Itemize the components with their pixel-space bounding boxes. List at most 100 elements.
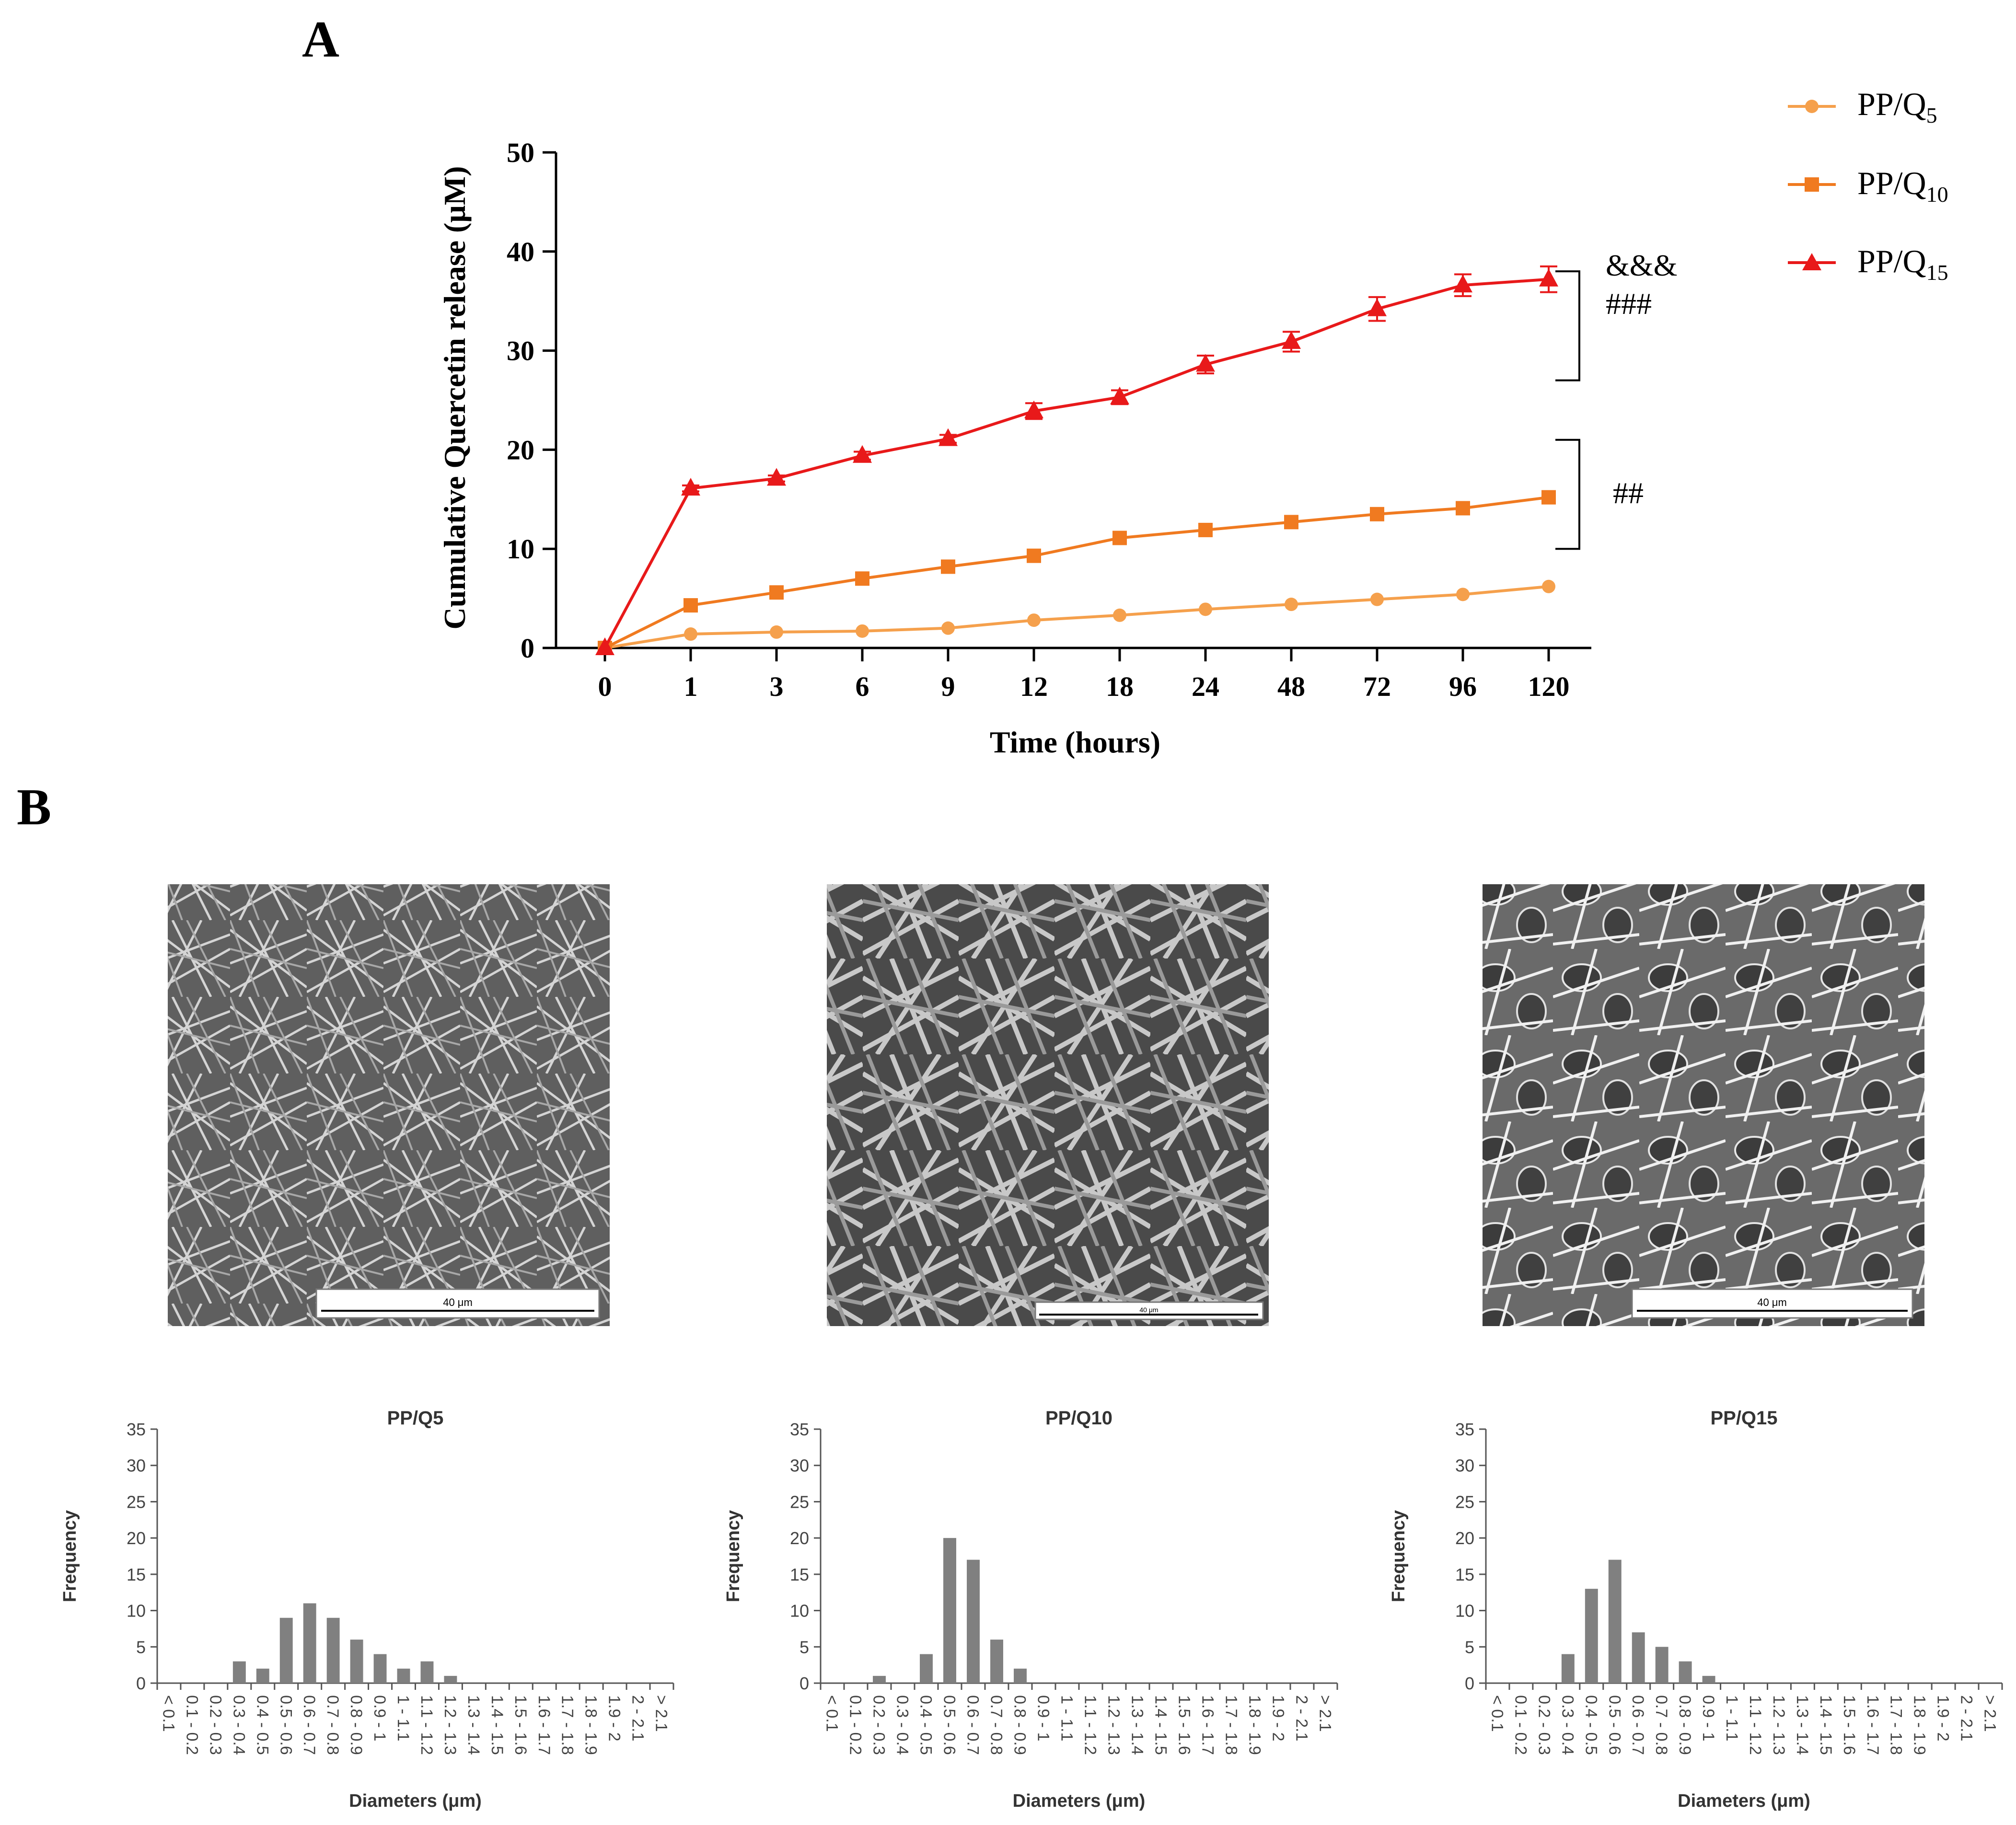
- x-tick-label: 48: [1277, 671, 1305, 702]
- x-tick-label: 1.4 - 1.5: [1817, 1695, 1835, 1755]
- data-point: [1456, 588, 1470, 601]
- x-tick-label: > 2.1: [1316, 1695, 1334, 1732]
- x-tick-label: 0.8 - 0.9: [347, 1695, 365, 1755]
- scale-bar-label: 40 μm: [1139, 1306, 1158, 1314]
- data-point: [1541, 490, 1556, 505]
- x-tick-label: > 2.1: [652, 1695, 671, 1732]
- legend: PP/Q5 PP/Q10 PP/Q15: [1788, 86, 1948, 285]
- svg-text:PP/Q15: PP/Q15: [1857, 243, 1948, 285]
- histogram-x-axis-label: Diameters (μm): [349, 1791, 482, 1811]
- legend-subscript: 5: [1926, 103, 1937, 127]
- y-tick-label: 30: [1455, 1456, 1474, 1476]
- histogram-bar: [920, 1654, 933, 1683]
- circle-marker-icon: [1805, 100, 1819, 113]
- scale-bar-box: [1631, 1288, 1913, 1319]
- histogram-bar: [1655, 1647, 1668, 1683]
- y-tick-label: 30: [790, 1456, 809, 1476]
- x-tick-label: 2 - 2.1: [1958, 1695, 1976, 1741]
- x-tick-label: 1.7 - 1.8: [558, 1695, 577, 1755]
- y-tick-label: 40: [507, 236, 534, 267]
- x-tick-label: > 2.1: [1981, 1695, 1999, 1732]
- scale-bar-box: [315, 1288, 600, 1319]
- scale-bar-label: 40 μm: [443, 1296, 473, 1308]
- data-point: [1282, 331, 1301, 349]
- legend-subscript: 15: [1926, 260, 1948, 285]
- data-point: [938, 428, 958, 446]
- scale-bar-box: [1034, 1301, 1264, 1320]
- histogram-bar: [873, 1675, 886, 1683]
- x-tick-label: 12: [1020, 671, 1048, 702]
- data-point: [1370, 507, 1384, 521]
- x-tick-label: 0.2 - 0.3: [1535, 1695, 1553, 1755]
- data-point: [1196, 354, 1215, 372]
- x-tick-label: 0.5 - 0.6: [940, 1695, 959, 1755]
- x-tick-label: 120: [1528, 671, 1570, 702]
- histogram-title: PP/Q10: [1045, 1408, 1112, 1429]
- data-point: [1284, 515, 1298, 530]
- y-tick-label: 35: [1455, 1420, 1474, 1439]
- x-tick-label: 1.8 - 1.9: [1911, 1695, 1929, 1755]
- x-tick-label: 1.4 - 1.5: [1152, 1695, 1170, 1755]
- data-point: [1027, 613, 1041, 627]
- y-tick-label: 0: [136, 1674, 146, 1693]
- histogram-bar: [1702, 1675, 1715, 1683]
- x-tick-label: 0.3 - 0.4: [1558, 1695, 1576, 1755]
- y-tick-label: 35: [790, 1420, 809, 1439]
- legend-label: PP/Q: [1857, 165, 1926, 201]
- y-tick-label: 5: [1465, 1637, 1474, 1657]
- data-point: [941, 621, 955, 635]
- svg-text:PP/Q10: PP/Q10: [1857, 165, 1948, 207]
- data-point: [684, 627, 697, 641]
- histogram-bar: [373, 1654, 387, 1683]
- legend-subscript: 10: [1926, 182, 1948, 207]
- x-tick-label: < 0.1: [159, 1695, 177, 1732]
- svg-text:PP/Q5: PP/Q5: [1857, 86, 1937, 127]
- x-tick-label: 0.5 - 0.6: [1605, 1695, 1623, 1755]
- x-tick-label: 1.4 - 1.5: [488, 1695, 506, 1755]
- y-tick-label: 10: [507, 533, 534, 565]
- x-tick-label: 1.3 - 1.4: [464, 1695, 483, 1755]
- histogram-bar: [1608, 1559, 1622, 1683]
- y-tick-label: 0: [521, 633, 534, 664]
- panel-a-label: A: [302, 11, 339, 68]
- y-tick-label: 20: [790, 1528, 809, 1548]
- histogram-title: PP/Q15: [1710, 1408, 1777, 1429]
- data-point: [855, 571, 869, 586]
- histogram-bar: [967, 1559, 980, 1683]
- data-point: [941, 559, 955, 574]
- panel-b-label: B: [17, 779, 51, 836]
- x-tick-label: 1.6 - 1.7: [1864, 1695, 1882, 1755]
- x-tick-label: 0: [598, 671, 612, 702]
- y-tick-label: 5: [799, 1637, 809, 1657]
- legend-item-pp-q5: PP/Q5: [1788, 86, 1937, 127]
- x-tick-label: 0.9 - 1: [1034, 1695, 1053, 1741]
- x-tick-label: 0.7 - 0.8: [1652, 1695, 1670, 1755]
- y-tick-label: 0: [799, 1674, 809, 1693]
- release-line-chart: 0 10 20 30 40 50 0 1 3 6 9 12 18 24 48 72 96 120: [507, 137, 1591, 702]
- x-tick-label: 1.7 - 1.8: [1887, 1695, 1905, 1755]
- data-point: [1199, 602, 1212, 616]
- x-tick-label: 0.6 - 0.7: [1629, 1695, 1647, 1755]
- data-point: [595, 637, 614, 655]
- significance-annotations: &&& ### ##: [1606, 248, 1677, 510]
- series-line-pp-q5: [604, 585, 1549, 649]
- histogram-bar: [256, 1668, 269, 1683]
- legend-item-pp-q10: PP/Q10: [1788, 165, 1948, 207]
- histogram-bar: [990, 1640, 1003, 1683]
- histogram-y-axis-label: Frequency: [723, 1510, 743, 1602]
- line-chart-x-axis-label: Time (hours): [990, 725, 1160, 759]
- y-tick-label: 15: [790, 1565, 809, 1584]
- histogram-bar: [303, 1603, 316, 1683]
- sem-image-pp-q10: 40 μm: [827, 884, 1269, 1326]
- x-tick-label: 0.7 - 0.8: [324, 1695, 342, 1755]
- x-tick-label: 0.9 - 1: [1699, 1695, 1717, 1741]
- x-tick-label: 0.1 - 0.2: [183, 1695, 201, 1755]
- y-tick-label: 30: [127, 1456, 146, 1476]
- x-tick-label: 1.1 - 1.2: [1081, 1695, 1100, 1755]
- x-tick-label: 0.6 - 0.7: [964, 1695, 982, 1755]
- x-tick-label: 0.2 - 0.3: [206, 1695, 224, 1755]
- data-point: [769, 585, 784, 600]
- y-tick-label: 20: [1455, 1528, 1474, 1548]
- data-point: [856, 624, 869, 638]
